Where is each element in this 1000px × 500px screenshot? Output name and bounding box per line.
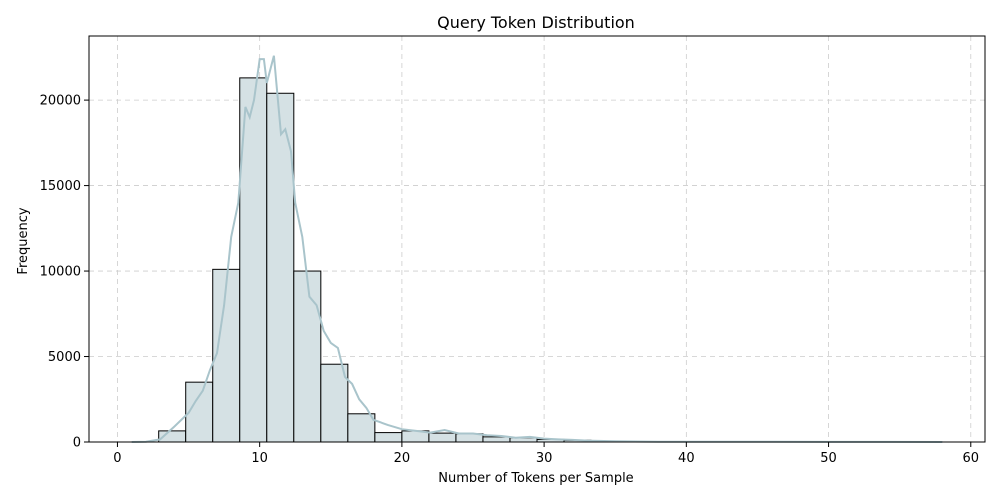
y-tick-label: 10000 [40, 265, 81, 280]
y-tick-label: 20000 [40, 94, 81, 109]
histogram-bar-4 [266, 92, 295, 443]
histogram-bar-10 [428, 432, 457, 443]
y-tick-label: 15000 [40, 179, 81, 194]
histogram-bar-5 [293, 270, 322, 443]
x-tick-label: 60 [963, 451, 980, 466]
y-axis-label: Frequency [16, 207, 31, 274]
chart-title: Query Token Distribution [437, 13, 635, 32]
x-tick-label: 10 [251, 451, 268, 466]
histogram-bar-8 [374, 432, 403, 443]
x-tick-label: 20 [394, 451, 411, 466]
x-tick-label: 30 [536, 451, 553, 466]
x-tick-label: 0 [113, 451, 121, 466]
axes: 0 10 20 30 40 50 60 0 5000 10000 15000 20000 [40, 35, 986, 466]
histogram-bar-6 [320, 363, 349, 443]
kde-curve [131, 55, 943, 443]
x-tick-label: 40 [678, 451, 695, 466]
kde-curve-group [131, 55, 943, 443]
histogram-bar-12 [482, 436, 511, 443]
bars [158, 77, 943, 443]
x-axis-label: Number of Tokens per Sample [438, 471, 633, 486]
y-tick-label: 0 [73, 436, 81, 451]
histogram-bar-2 [212, 268, 241, 443]
histogram-bar-7 [347, 413, 376, 443]
histogram-bar-3 [239, 77, 268, 443]
y-tick-label: 5000 [48, 350, 81, 365]
x-tick-label: 50 [820, 451, 837, 466]
plot-frame [88, 35, 986, 443]
